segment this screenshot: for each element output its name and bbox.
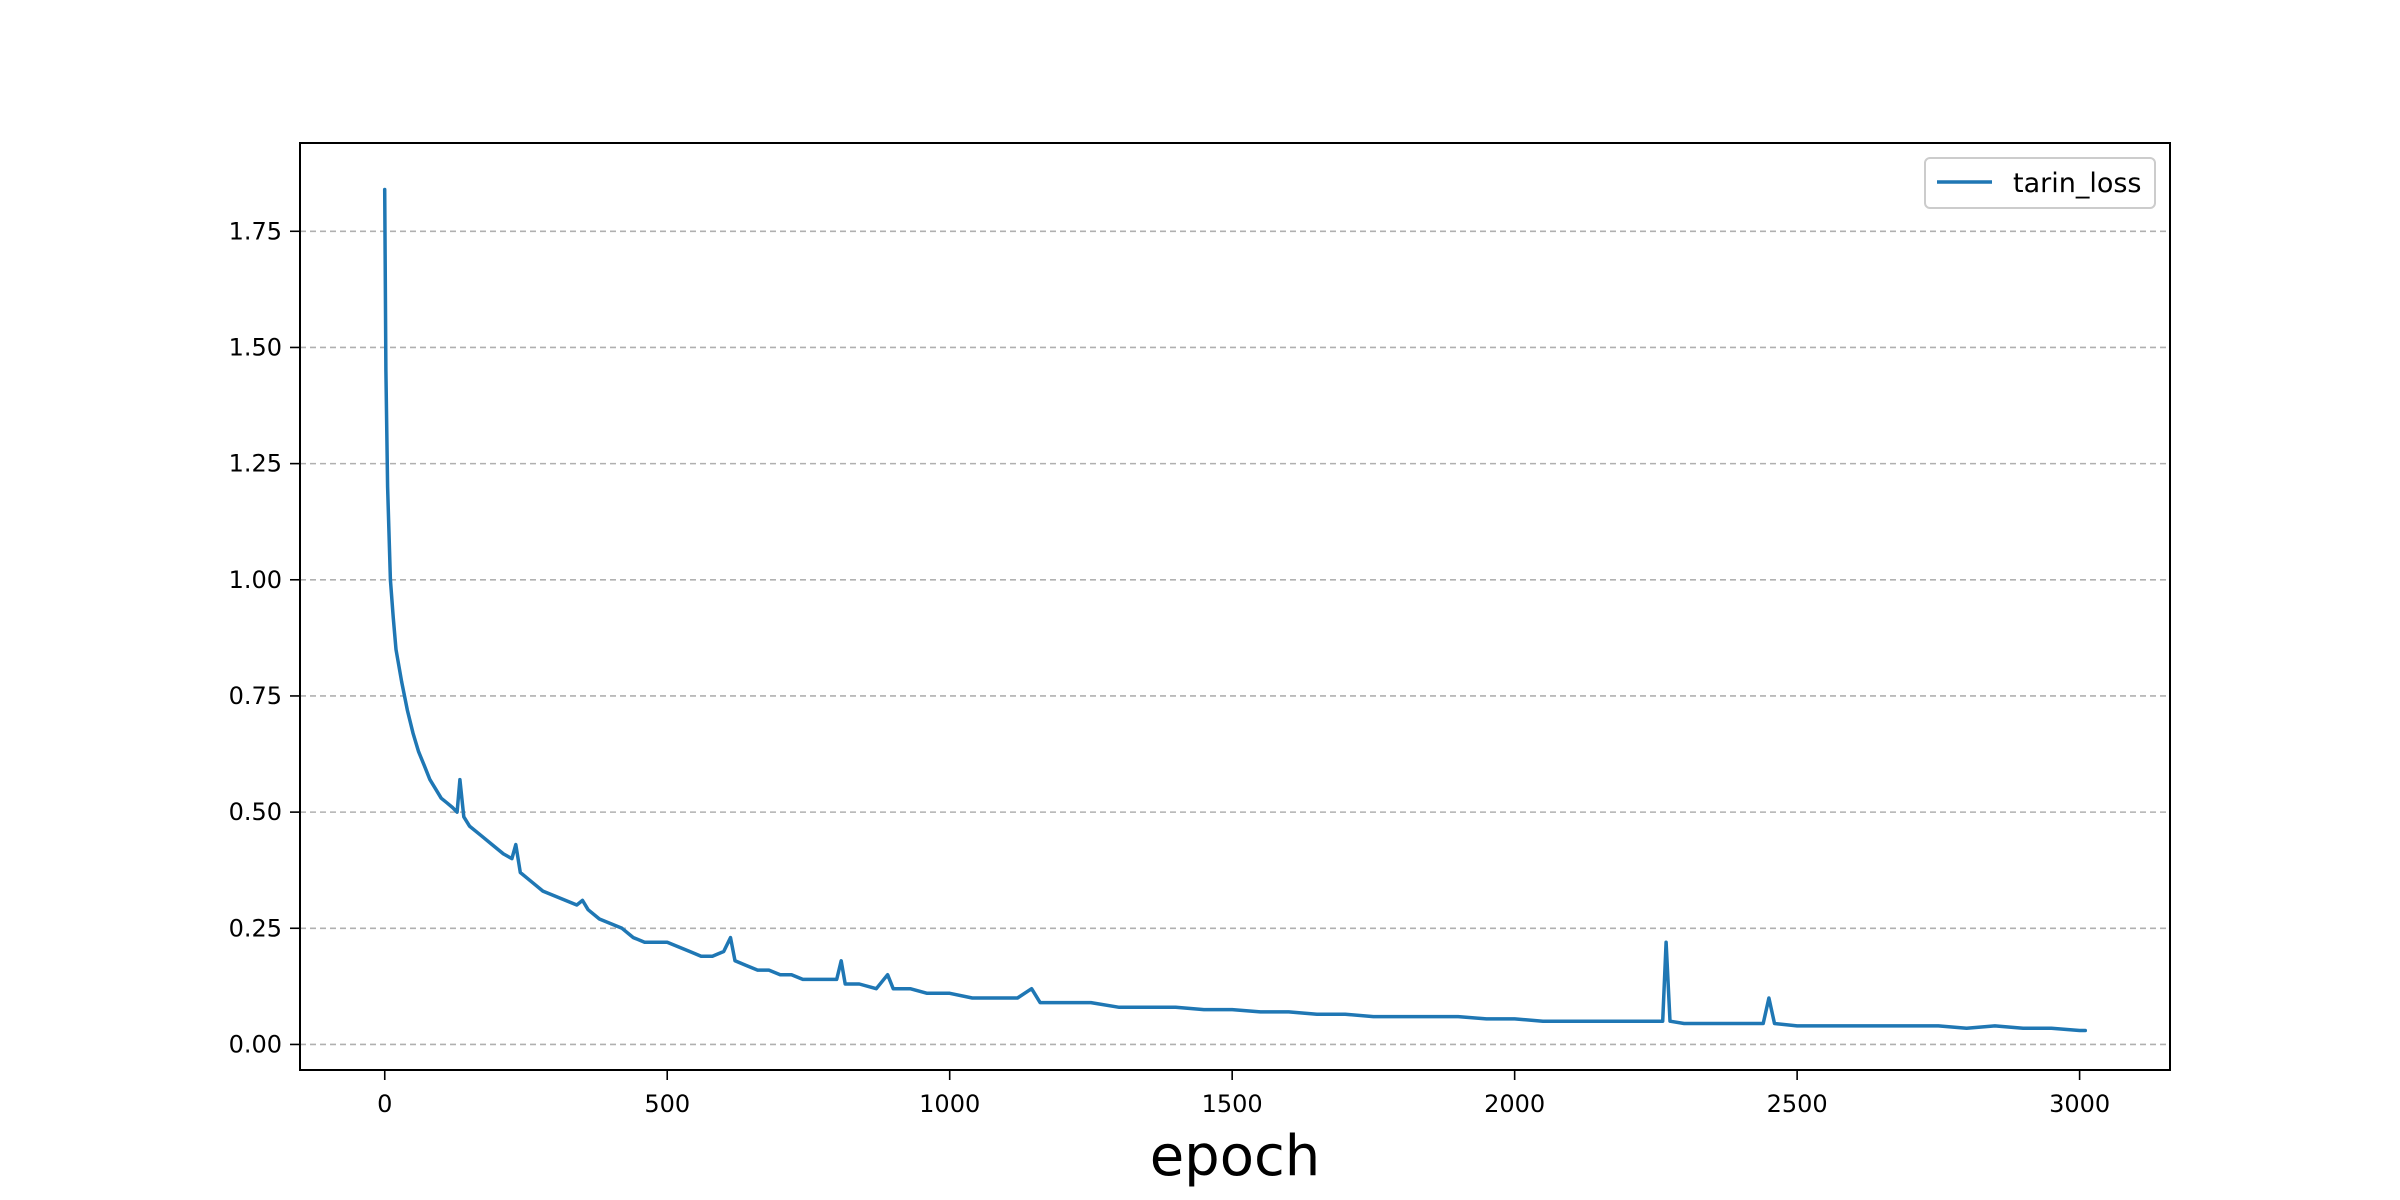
grid-lines	[300, 230, 2170, 1046]
series-layer	[382, 187, 2088, 1033]
legend: tarin_loss	[1924, 157, 2156, 209]
y-tick-label: 1.75	[229, 217, 282, 245]
y-axis-ticks: 0.00 0.25 0.50 0.75 1.00 1.25 1.50 1.75	[229, 217, 300, 1058]
y-tick-label: 0.25	[229, 914, 282, 942]
x-tick-label: 2000	[1484, 1090, 1545, 1118]
x-axis-ticks: 0 500 1000 1500 2000 2500 3000	[377, 1070, 2110, 1118]
x-tick-label: 2500	[1767, 1090, 1828, 1118]
x-tick-label: 1000	[919, 1090, 980, 1118]
series-line-tarin-loss	[382, 187, 2088, 1033]
y-tick-label: 0.75	[229, 682, 282, 710]
x-tick-label: 1500	[1202, 1090, 1263, 1118]
x-tick-label: 500	[644, 1090, 690, 1118]
y-tick-label: 0.50	[229, 798, 282, 826]
y-tick-label: 1.50	[229, 333, 282, 361]
legend-label: tarin_loss	[2013, 168, 2142, 199]
x-axis-label: epoch	[1150, 1124, 1321, 1189]
x-tick-label: 3000	[2049, 1090, 2110, 1118]
plot-frame	[299, 142, 2171, 1071]
y-tick-label: 1.25	[229, 450, 282, 478]
x-tick-label: 0	[377, 1090, 392, 1118]
legend-box	[1924, 157, 2156, 209]
y-tick-label: 0.00	[229, 1030, 282, 1058]
y-tick-label: 1.00	[229, 566, 282, 594]
